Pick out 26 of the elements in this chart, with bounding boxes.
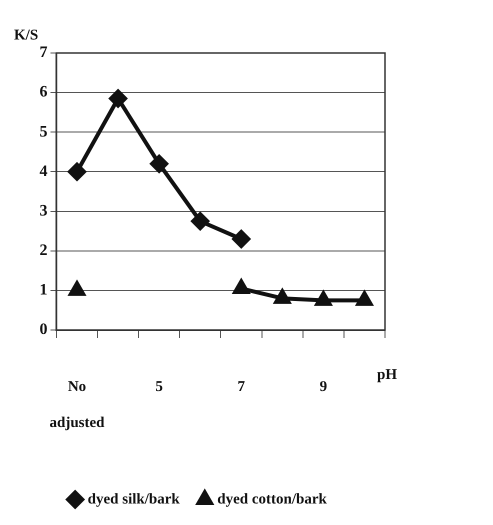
point: [191, 212, 210, 230]
y-tick-label: 7: [39, 44, 48, 62]
point: [68, 162, 86, 181]
x-axis-title: pH: [376, 366, 398, 383]
x-tick-label: 9: [320, 378, 328, 395]
category-label: No adjusted: [50, 378, 105, 431]
point: [232, 230, 250, 248]
point: [68, 281, 86, 296]
x-tick-label: 5: [155, 378, 163, 395]
point: [315, 291, 332, 306]
point: [233, 279, 250, 294]
y-tick-label: 5: [39, 123, 48, 140]
x-tick-label: 7: [238, 378, 246, 395]
point: [150, 154, 168, 173]
legend-label: dyed cotton/bark: [217, 491, 328, 508]
y-axis-title: K/S: [14, 27, 38, 44]
legend-label: dyed silk/bark: [88, 491, 180, 508]
point: [109, 90, 128, 108]
y-tick-label: 0: [39, 321, 48, 338]
y-tick-label: 3: [39, 202, 48, 220]
y-tick-label: 4: [39, 162, 48, 180]
point: [274, 289, 290, 304]
y-tick-label: 1: [39, 282, 48, 299]
y-tick-label: 2: [39, 242, 48, 259]
point: [356, 291, 373, 306]
y-tick-label: 6: [39, 84, 48, 101]
